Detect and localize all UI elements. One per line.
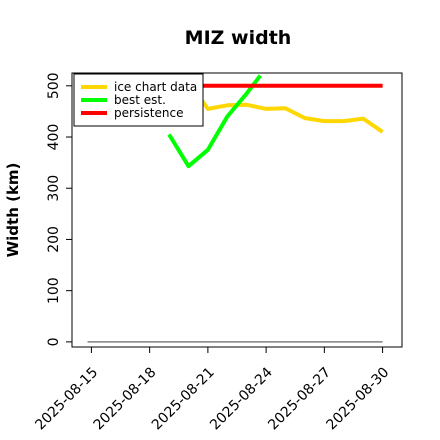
legend-label-best-est: best est. <box>114 93 166 107</box>
series-line-ice-chart-data <box>186 80 384 134</box>
chart-title: MIZ width <box>185 27 292 49</box>
y-axis-label: Width (km) <box>4 163 22 258</box>
legend: ice chart data best est. persistence <box>73 73 204 127</box>
legend-label-persistence: persistence <box>114 106 183 120</box>
legend-label-ice-chart-data: ice chart data <box>114 80 197 94</box>
x-tick-label: 2025-08-30 <box>324 365 393 434</box>
y-tick-label: 100 <box>46 277 62 304</box>
y-tick-label: 200 <box>46 226 62 253</box>
plot-frame <box>71 72 403 348</box>
y-tick-label: 500 <box>46 72 62 99</box>
y-tick-label: 400 <box>46 124 62 151</box>
y-tick-label: 0 <box>46 337 62 346</box>
series-line-best-est <box>167 74 262 169</box>
y-tick-label: 300 <box>46 175 62 202</box>
